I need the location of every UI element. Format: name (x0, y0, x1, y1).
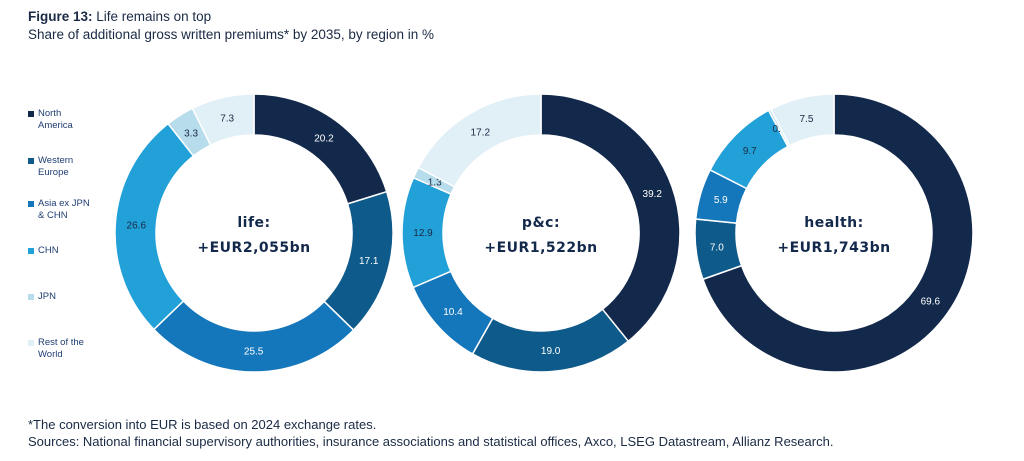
slice-label: 12.9 (413, 228, 433, 239)
center-label: health: (804, 215, 863, 231)
slice-label: 1.3 (428, 177, 442, 188)
slice-label: 25.5 (244, 346, 264, 357)
center-value: +EUR2,055bn (197, 240, 310, 256)
slice-label: 7.5 (800, 114, 814, 125)
legend-swatch (28, 340, 34, 346)
donut-chart: 39.2 19.0 10.4 12.9 1.3 17.2 p&c: +EUR1,522bn (401, 93, 681, 373)
donut-slice (769, 93, 835, 147)
legend-item: JPN (28, 291, 56, 303)
legend-item: Asia ex JPN & CHN (28, 198, 90, 222)
figure-label: Figure 13: (28, 9, 93, 24)
center-value: +EUR1,522bn (484, 240, 597, 256)
chart-subtitle: Share of additional gross written premiu… (28, 27, 434, 42)
slice-label: 10.4 (443, 307, 463, 318)
legend-item: Rest of the World (28, 337, 84, 361)
donut-chart: 69.6 7.0 5.9 9.7 0.3 7.5 health: +EUR1,743bn (694, 93, 974, 373)
legend-swatch (28, 248, 34, 254)
donut-chart: 20.2 17.1 25.5 26.6 3.3 7.3 life: +EUR2,055bn (114, 93, 394, 373)
legend-item: CHN (28, 245, 59, 257)
title-block: Figure 13: Life remains on top Share of … (28, 8, 434, 44)
legend-label: JPN (38, 291, 56, 302)
chart-title: Figure 13: Life remains on top (28, 8, 434, 26)
slice-label: 19.0 (541, 346, 561, 357)
legend-swatch (28, 158, 34, 164)
figure-title: Life remains on top (96, 9, 212, 24)
legend-item: North America (28, 108, 73, 132)
legend-label: North America (38, 108, 73, 131)
slice-label: 17.1 (359, 256, 379, 267)
slice-label: 9.7 (743, 146, 757, 157)
slice-label: 0.3 (772, 124, 786, 135)
slice-label: 7.3 (220, 114, 234, 125)
legend-swatch (28, 201, 34, 207)
donut-slice (540, 93, 681, 343)
donut-slice (253, 93, 388, 205)
legend-item: Western Europe (28, 155, 73, 179)
donut-slice (701, 93, 974, 373)
center-label: life: (237, 215, 270, 231)
slice-label: 69.6 (921, 297, 941, 308)
slice-label: 26.6 (127, 220, 147, 231)
footnote-sources: Sources: National financial supervisory … (28, 434, 834, 449)
footnote-conversion: *The conversion into EUR is based on 202… (28, 417, 377, 432)
legend-label: Asia ex JPN & CHN (38, 198, 90, 221)
legend-label: Rest of the World (38, 337, 84, 360)
legend-swatch (28, 294, 34, 300)
slice-label: 17.2 (471, 127, 491, 138)
slice-label: 39.2 (643, 189, 663, 200)
footnotes: *The conversion into EUR is based on 202… (28, 416, 833, 450)
slice-label: 5.9 (714, 195, 728, 206)
donut-slice (152, 299, 355, 373)
legend-label: Western Europe (38, 155, 74, 178)
legend-swatch (28, 111, 34, 117)
donut-slice (471, 308, 630, 373)
legend-label: CHN (38, 245, 59, 256)
donut-slice (191, 93, 255, 147)
donut-slice (417, 93, 542, 188)
slice-label: 7.0 (710, 243, 724, 254)
center-value: +EUR1,743bn (777, 240, 890, 256)
slice-label: 20.2 (314, 133, 334, 144)
slice-label: 3.3 (184, 129, 198, 140)
center-label: p&c: (522, 215, 560, 231)
